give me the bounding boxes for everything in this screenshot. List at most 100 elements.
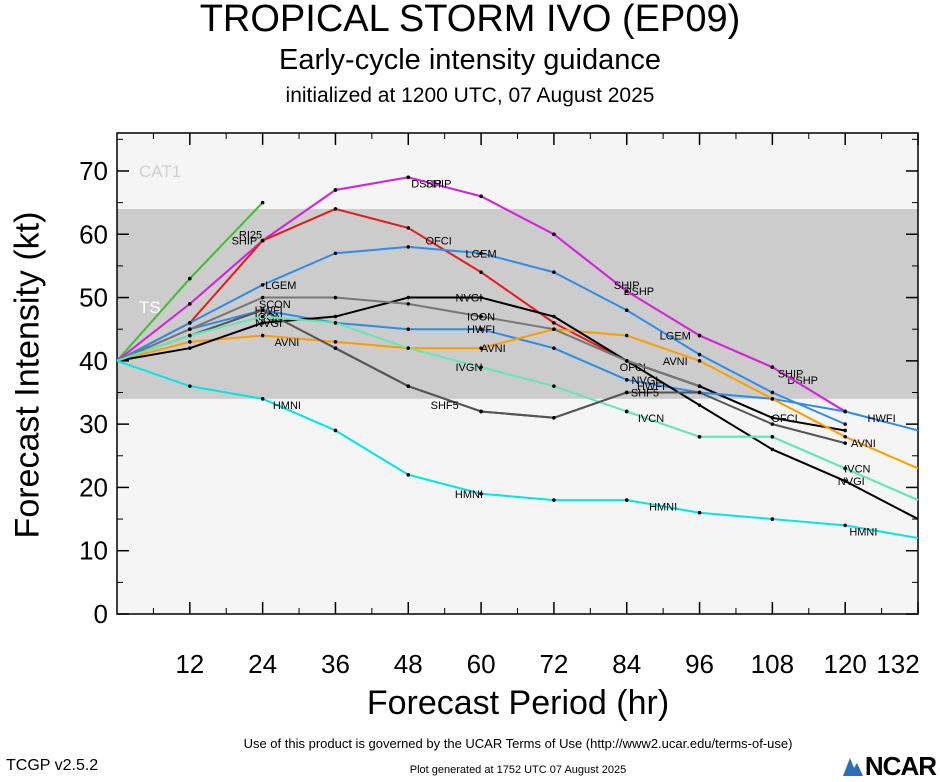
series-label-lgem: LGEM [465, 248, 496, 260]
x-axis-label: Forecast Period (hr) [366, 684, 670, 722]
series-label-lgem: LGEM [660, 331, 691, 343]
series-label-ship: SHIP [614, 280, 640, 292]
series-point-lgem [697, 352, 702, 357]
series-point-ship [406, 175, 411, 180]
series-point-ivcn [697, 434, 702, 439]
series-point-ivgn [479, 365, 483, 369]
series-label-hmni: HMNI [455, 489, 483, 501]
series-label-hwfi: HWFI [637, 381, 665, 393]
series-label-ioon: IOON [467, 312, 495, 324]
x-tick-label: 96 [685, 649, 714, 679]
series-point-shf5 [406, 384, 411, 388]
series-point-hwfi [624, 378, 629, 382]
series-label-hwfi: HWFI [255, 305, 283, 317]
series-point-hmni [697, 510, 702, 515]
series-point-scon [406, 302, 411, 306]
x-tick-label: 36 [321, 649, 350, 679]
series-point-avni [333, 340, 338, 344]
series-point-ship [188, 302, 192, 306]
series-point-ship [770, 365, 775, 369]
y-tick-label: 70 [79, 156, 108, 186]
series-point-ship [479, 194, 483, 199]
series-point-avni [697, 359, 702, 363]
initialization-time: initialized at 1200 UTC, 07 August 2025 [285, 84, 655, 107]
series-point-lgem [333, 251, 338, 256]
series-point-lgem [770, 390, 775, 395]
series-point-hmni [843, 523, 847, 528]
series-label-avni: AVNI [274, 337, 299, 349]
series-point-ofci [260, 238, 265, 243]
series-label-lgem: LGEM [265, 280, 296, 292]
series-point-nvgi [770, 447, 775, 452]
series-point-hwfi [479, 327, 483, 331]
series-point-hmni [333, 428, 338, 433]
x-tick-label: 108 [751, 649, 794, 679]
ncar-logo: NCAR [841, 750, 937, 781]
series-point-scon [188, 327, 192, 331]
terms-of-use-notice: Use of this product is governed by the U… [243, 736, 793, 751]
series-point-ivgn [260, 314, 265, 319]
series-point-hwfi [552, 346, 556, 350]
y-tick-label: 60 [79, 219, 108, 249]
series-point-ioon [697, 390, 702, 395]
series-point-ofci [843, 428, 847, 433]
series-point-ioon [260, 308, 265, 313]
series-label-ship: SHIP [426, 179, 452, 191]
series-point-ioon [843, 441, 847, 445]
x-tick-label: 60 [467, 649, 496, 679]
x-tick-label: 120 [823, 649, 866, 679]
series-label-shf5: SHF5 [431, 400, 459, 412]
series-point-ri25 [260, 200, 265, 205]
series-label-ivcn: IVCN [638, 413, 664, 425]
series-point-hmni [770, 517, 775, 521]
series-point-avni [479, 346, 483, 350]
series-point-ri25 [188, 276, 192, 281]
series-point-nvgi [406, 295, 411, 300]
series-point-ofci [479, 270, 483, 275]
series-point-scon [260, 295, 265, 300]
series-point-hwfi [843, 409, 847, 414]
series-point-ofci [406, 226, 411, 230]
series-point-nvgi [843, 479, 847, 483]
series-point-scon [624, 359, 629, 363]
x-tick-label: 84 [612, 649, 641, 679]
series-label-hwfi: HWFI [467, 324, 495, 336]
series-label-nvgi: NVGI [456, 293, 483, 305]
series-point-nvgi [552, 314, 556, 319]
ncar-logo-text: NCAR [864, 750, 937, 781]
series-label-avni: AVNI [663, 356, 688, 368]
series-label-dshp: DSHP [787, 375, 818, 387]
y-tick-label: 0 [94, 599, 108, 629]
series-point-ofci [333, 207, 338, 211]
series-point-nvgi [333, 314, 338, 319]
series-point-ofci [770, 416, 775, 420]
band-cat1 [117, 133, 918, 209]
series-label-ri25: RI25 [239, 229, 262, 241]
series-point-ioon [770, 422, 775, 426]
series-label-nvgi: NVGI [838, 476, 865, 488]
series-label-nvgi: NVGI [631, 375, 658, 387]
series-point-scon [333, 295, 338, 300]
y-tick-label: 20 [79, 472, 108, 502]
x-tick-label: 12 [175, 649, 204, 679]
y-tick-label: 30 [79, 409, 108, 439]
series-point-lgem [552, 270, 556, 275]
series-label-ship: SHIP [778, 369, 804, 381]
series-point-scon [479, 314, 483, 319]
series-point-scon [552, 327, 556, 331]
series-point-lgem [188, 321, 192, 325]
series-point-nvgi [697, 403, 702, 407]
series-point-nvgi [260, 321, 265, 325]
series-label-hmni: HMNI [649, 501, 677, 513]
series-label-nvgi: NVGI [255, 318, 282, 330]
series-point-lgem [624, 308, 629, 313]
x-tick-label: 48 [394, 649, 423, 679]
series-line-nvgi [116, 296, 919, 520]
series-label-ofci: OFCI [771, 413, 797, 425]
series-line-hmni [116, 359, 919, 540]
y-tick-label: 10 [79, 536, 108, 566]
series-point-nvgi [479, 295, 483, 300]
series-point-ivcn [770, 434, 775, 439]
series-point-ivcn [843, 466, 847, 471]
